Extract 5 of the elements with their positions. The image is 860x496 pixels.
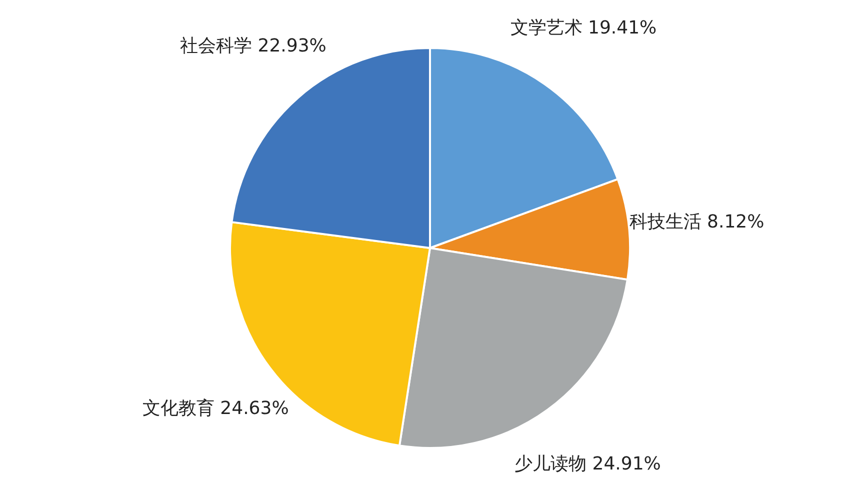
slice-label: 文化教育 24.63% [142,398,289,419]
slice-label: 文学艺术 19.41% [510,17,657,38]
slice-label: 科技生活 8.12% [629,211,764,232]
slice-label: 少儿读物 24.91% [514,454,661,475]
slice-label: 社会科学 22.93% [180,36,326,57]
